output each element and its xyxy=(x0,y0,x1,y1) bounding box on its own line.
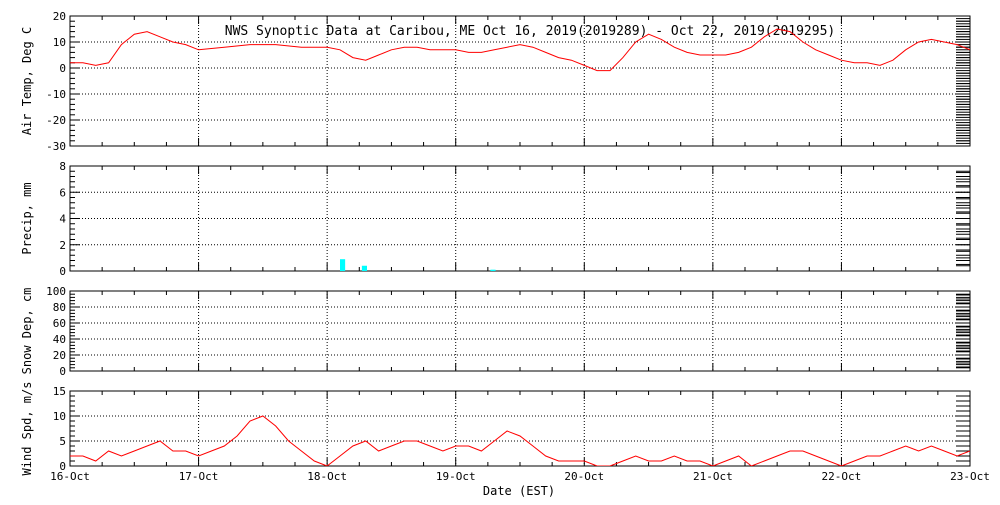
air-temp-ytick-label: 10 xyxy=(53,36,66,49)
x-tick-label: 17-Oct xyxy=(179,470,219,483)
x-tick-label: 23-Oct xyxy=(950,470,990,483)
precip-bar xyxy=(361,265,367,271)
precip-ytick-label: 6 xyxy=(59,186,66,199)
chart-title: NWS Synoptic Data at Caribou, ME Oct 16,… xyxy=(225,24,835,39)
wind-speed-ylabel: Wind Spd, m/s xyxy=(20,382,34,476)
snow-depth-ytick-label: 100 xyxy=(46,285,66,298)
wind-speed-ytick-label: 0 xyxy=(59,460,66,473)
air-temp-panel: -30 -20 -10 0 10 20 Air Temp, Deg C xyxy=(20,10,971,153)
x-tick-label: 21-Oct xyxy=(693,470,733,483)
x-tick-label: 19-Oct xyxy=(436,470,476,483)
precip-ytick-label: 2 xyxy=(59,239,66,252)
x-tick-label: 18-Oct xyxy=(307,470,347,483)
air-temp-ytick-label: 0 xyxy=(59,62,66,75)
wind-speed-frame xyxy=(69,390,971,467)
snow-depth-ytick-label: 60 xyxy=(53,317,66,330)
snow-depth-frame xyxy=(69,290,971,372)
wind-speed-panel: 0 5 10 15 Wind Spd, m/s 16-Oct 17-Oct 18-Oct 19-… xyxy=(20,382,990,483)
air-temp-ylabel: Air Temp, Deg C xyxy=(20,27,34,135)
precip-ylabel: Precip, mm xyxy=(20,182,34,254)
precip-bar xyxy=(490,269,496,271)
air-temp-ytick-label: 20 xyxy=(53,10,66,23)
precip-bar xyxy=(340,259,346,271)
air-temp-ytick-label: -20 xyxy=(46,114,66,127)
snow-depth-ytick-label: 20 xyxy=(53,349,66,362)
snow-depth-ytick-label: 40 xyxy=(53,333,66,346)
snow-depth-panel: 0 20 40 60 80 100 Snow Dep, cm xyxy=(20,285,971,378)
precip-ytick-label: 0 xyxy=(59,265,66,278)
snow-depth-ylabel: Snow Dep, cm xyxy=(20,288,34,375)
precip-ytick-label: 8 xyxy=(59,160,66,173)
wind-speed-series-line xyxy=(70,415,970,466)
x-tick-label: 22-Oct xyxy=(822,470,862,483)
chart-panels: -30 -20 -10 0 10 20 Air Temp, Deg C 0 2 4 6 8 Precip… xyxy=(20,10,990,483)
snow-depth-ytick-label: 80 xyxy=(53,301,66,314)
snow-depth-ytick-label: 0 xyxy=(59,365,66,378)
x-tick-label: 20-Oct xyxy=(564,470,604,483)
air-temp-ytick-label: -10 xyxy=(46,88,66,101)
wind-speed-ytick-label: 10 xyxy=(53,410,66,423)
x-tick-label: 16-Oct xyxy=(50,470,90,483)
air-temp-series-line xyxy=(70,28,970,72)
precip-panel: 0 2 4 6 8 Precip, mm xyxy=(20,160,971,278)
precip-ytick-label: 4 xyxy=(59,213,66,226)
air-temp-ytick-label: -30 xyxy=(46,140,66,153)
wind-speed-ytick-label: 5 xyxy=(59,435,66,448)
x-axis-title: Date (EST) xyxy=(483,484,555,498)
wind-speed-ytick-label: 15 xyxy=(53,385,66,398)
